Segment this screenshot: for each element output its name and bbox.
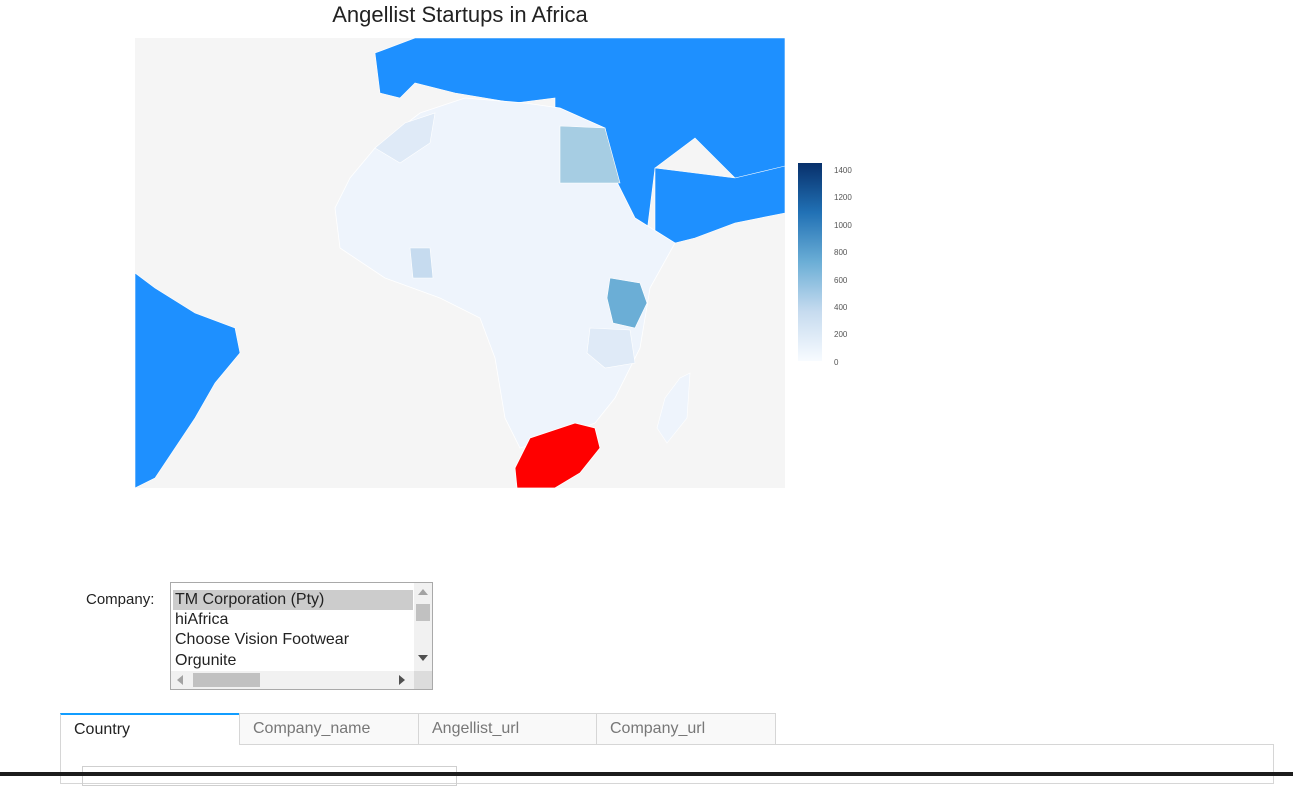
tab-company-name[interactable]: Company_name — [239, 713, 419, 745]
colorbar-tick: 200 — [834, 330, 848, 339]
listbox-vertical-scrollbar[interactable] — [414, 583, 432, 671]
tab-company-url[interactable]: Company_url — [596, 713, 776, 745]
listbox-horizontal-scrollbar[interactable] — [171, 671, 414, 689]
colorbar-ticks: 1400 1200 1000 800 600 400 200 0 — [834, 163, 874, 367]
map-colorbar — [798, 163, 822, 361]
horizontal-scroll-thumb[interactable] — [193, 673, 260, 687]
colorbar-tick: 800 — [834, 248, 848, 257]
colorbar-tick: 400 — [834, 303, 848, 312]
country-madagascar[interactable] — [656, 372, 691, 444]
scroll-right-arrow-icon[interactable] — [399, 675, 405, 685]
map-title: Angellist Startups in Africa — [332, 2, 588, 27]
map-canvas[interactable] — [135, 38, 785, 488]
vertical-scroll-thumb[interactable] — [416, 604, 430, 621]
country-ghana[interactable] — [409, 247, 434, 279]
country-egypt[interactable] — [559, 125, 621, 184]
scroll-down-arrow-icon[interactable] — [418, 655, 428, 661]
choropleth-map[interactable] — [135, 38, 785, 488]
company-option[interactable]: hiAfrica — [175, 611, 229, 628]
country-tanzania[interactable] — [586, 327, 636, 369]
scrollbar-corner — [414, 671, 432, 689]
country-south-africa[interactable] — [514, 422, 601, 488]
tab-content-box — [82, 766, 457, 786]
country-kenya[interactable] — [606, 277, 648, 329]
company-option[interactable]: Orgunite — [175, 652, 237, 669]
colorbar-tick: 0 — [834, 358, 839, 367]
company-label: Company: — [86, 591, 155, 608]
colorbar-tick: 1000 — [834, 221, 852, 230]
tab-angellist-url[interactable]: Angellist_url — [418, 713, 597, 745]
colorbar-tick: 600 — [834, 276, 848, 285]
company-option[interactable]: TM Corporation (Pty) — [173, 590, 413, 610]
company-option[interactable]: Choose Vision Footwear — [175, 631, 350, 648]
colorbar-tick: 1400 — [834, 166, 852, 175]
colorbar-tick: 1200 — [834, 193, 852, 202]
company-listbox[interactable]: TM Corporation (Pty) hiAfrica Choose Vis… — [170, 582, 433, 690]
region-south-america[interactable] — [135, 272, 241, 488]
scroll-left-arrow-icon[interactable] — [177, 675, 183, 685]
country-morocco[interactable] — [374, 112, 436, 164]
scroll-up-arrow-icon[interactable] — [418, 589, 428, 595]
tab-country[interactable]: Country — [60, 713, 240, 745]
region-africa[interactable] — [334, 97, 676, 449]
window-bottom-edge — [0, 772, 1293, 776]
